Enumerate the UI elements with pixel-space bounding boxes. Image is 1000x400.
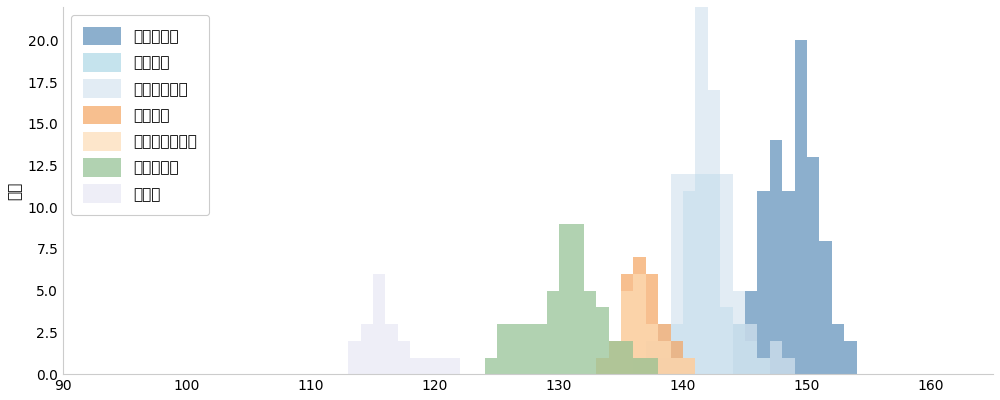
Bar	[708, 174, 720, 374]
Bar	[633, 358, 646, 374]
Bar	[745, 291, 757, 374]
Bar	[584, 291, 596, 374]
Bar	[683, 190, 695, 374]
Bar	[621, 291, 633, 374]
Bar	[658, 324, 671, 374]
Bar	[671, 324, 683, 374]
Bar	[844, 341, 857, 374]
Bar	[609, 341, 621, 374]
Bar	[485, 358, 497, 374]
Bar	[671, 358, 683, 374]
Bar	[757, 358, 770, 374]
Bar	[782, 190, 795, 374]
Bar	[373, 274, 385, 374]
Bar	[658, 324, 671, 374]
Bar	[596, 358, 609, 374]
Bar	[708, 90, 720, 374]
Bar	[547, 291, 559, 374]
Bar	[633, 358, 646, 374]
Bar	[646, 324, 658, 374]
Bar	[609, 341, 621, 374]
Bar	[348, 341, 361, 374]
Bar	[695, 7, 708, 374]
Bar	[671, 341, 683, 374]
Bar	[757, 190, 770, 374]
Bar	[782, 358, 795, 374]
Bar	[832, 324, 844, 374]
Bar	[621, 341, 633, 374]
Y-axis label: 球数: 球数	[7, 182, 22, 200]
Bar	[509, 324, 522, 374]
Bar	[733, 291, 745, 374]
Bar	[522, 324, 534, 374]
Bar	[596, 308, 609, 374]
Bar	[609, 341, 621, 374]
Bar	[410, 358, 423, 374]
Legend: ストレート, シュート, カットボール, フォーク, チェンジアップ, スライダー, カーブ: ストレート, シュート, カットボール, フォーク, チェンジアップ, スライダ…	[71, 14, 209, 215]
Bar	[571, 224, 584, 374]
Bar	[646, 358, 658, 374]
Bar	[398, 341, 410, 374]
Bar	[683, 358, 695, 374]
Bar	[807, 157, 819, 374]
Bar	[361, 324, 373, 374]
Bar	[795, 40, 807, 374]
Bar	[733, 324, 745, 374]
Bar	[621, 274, 633, 374]
Bar	[385, 324, 398, 374]
Bar	[633, 257, 646, 374]
Bar	[658, 358, 671, 374]
Bar	[658, 341, 671, 374]
Bar	[683, 358, 695, 374]
Bar	[819, 241, 832, 374]
Bar	[435, 358, 447, 374]
Bar	[720, 308, 733, 374]
Bar	[695, 174, 708, 374]
Bar	[497, 324, 509, 374]
Bar	[745, 324, 757, 374]
Bar	[534, 324, 547, 374]
Bar	[633, 274, 646, 374]
Bar	[646, 341, 658, 374]
Bar	[770, 341, 782, 374]
Bar	[423, 358, 435, 374]
Bar	[733, 324, 745, 374]
Bar	[770, 140, 782, 374]
Bar	[720, 174, 733, 374]
Bar	[745, 341, 757, 374]
Bar	[683, 174, 695, 374]
Bar	[757, 358, 770, 374]
Bar	[596, 358, 609, 374]
Bar	[447, 358, 460, 374]
Bar	[646, 274, 658, 374]
Bar	[559, 224, 571, 374]
Bar	[671, 174, 683, 374]
